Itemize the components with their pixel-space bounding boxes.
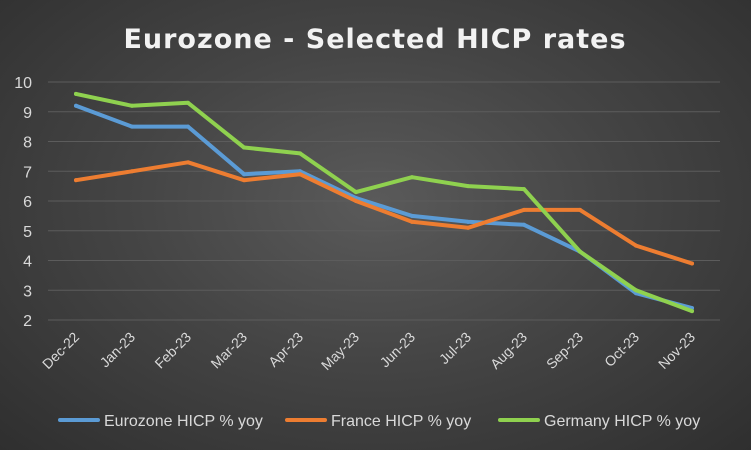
x-axis: Dec-22 Jan-23 Feb-23 Mar-23 Apr-23 May-23 Jun-… xyxy=(39,329,698,373)
x-tick-label: Oct-23 xyxy=(601,329,642,370)
y-tick-label: 7 xyxy=(23,164,32,181)
data-point xyxy=(578,207,582,212)
x-tick-label: Nov-23 xyxy=(655,329,698,372)
data-point xyxy=(74,103,78,108)
data-point xyxy=(130,124,134,129)
y-tick-label: 5 xyxy=(23,224,32,241)
x-tick-label: May-23 xyxy=(318,329,362,373)
data-point xyxy=(410,219,414,224)
data-point xyxy=(410,175,414,180)
data-point xyxy=(690,309,694,314)
x-tick-label: Sep-23 xyxy=(543,329,586,372)
data-point xyxy=(242,172,246,177)
y-tick-label: 9 xyxy=(23,105,32,122)
data-point xyxy=(74,91,78,96)
data-point xyxy=(130,169,134,174)
data-point xyxy=(634,288,638,293)
data-point xyxy=(522,207,526,212)
data-point xyxy=(298,172,302,177)
data-point xyxy=(74,178,78,183)
series-lines xyxy=(74,91,694,314)
series-line-2 xyxy=(74,160,694,266)
legend: Eurozone HICP % yoy France HICP % yoy Germ… xyxy=(58,413,700,430)
x-tick-label: Mar-23 xyxy=(207,329,250,372)
data-point xyxy=(354,199,358,203)
data-point xyxy=(186,124,190,129)
y-axis: 2 3 4 5 6 7 8 9 10 xyxy=(14,75,32,330)
x-tick-label: Jun-23 xyxy=(377,329,419,371)
data-point xyxy=(690,261,694,266)
data-point xyxy=(186,160,190,165)
y-tick-label: 4 xyxy=(23,254,32,271)
series-line-3 xyxy=(74,91,694,314)
data-point xyxy=(634,243,638,248)
data-point xyxy=(298,151,302,156)
y-tick-label: 2 xyxy=(23,313,32,330)
data-point xyxy=(130,103,134,108)
data-point xyxy=(466,184,470,189)
data-point xyxy=(522,187,526,192)
legend-label: Eurozone HICP % yoy xyxy=(104,413,263,430)
series-line-1 xyxy=(74,103,694,311)
data-point xyxy=(242,178,246,183)
y-tick-label: 8 xyxy=(23,135,32,152)
data-point xyxy=(354,190,358,195)
y-tick-label: 10 xyxy=(14,75,32,92)
x-tick-label: Jan-23 xyxy=(97,329,139,371)
x-tick-label: Dec-22 xyxy=(39,329,82,372)
x-tick-label: Feb-23 xyxy=(151,329,194,372)
y-tick-label: 6 xyxy=(23,194,32,211)
data-point xyxy=(298,169,302,174)
data-point xyxy=(522,222,526,227)
legend-label: Germany HICP % yoy xyxy=(544,413,700,430)
data-point xyxy=(578,249,582,254)
data-point xyxy=(186,100,190,105)
x-tick-label: Jul-23 xyxy=(436,329,474,367)
x-tick-label: Aug-23 xyxy=(487,329,530,372)
data-point xyxy=(466,225,470,230)
data-point xyxy=(410,213,414,218)
y-tick-label: 3 xyxy=(23,283,32,300)
grid-lines xyxy=(48,81,720,321)
x-tick-label: Apr-23 xyxy=(265,329,306,370)
legend-label: France HICP % yoy xyxy=(331,413,471,430)
chart-title: Eurozone - Selected HICP rates xyxy=(123,24,626,55)
data-point xyxy=(242,145,246,150)
data-point xyxy=(466,219,470,224)
